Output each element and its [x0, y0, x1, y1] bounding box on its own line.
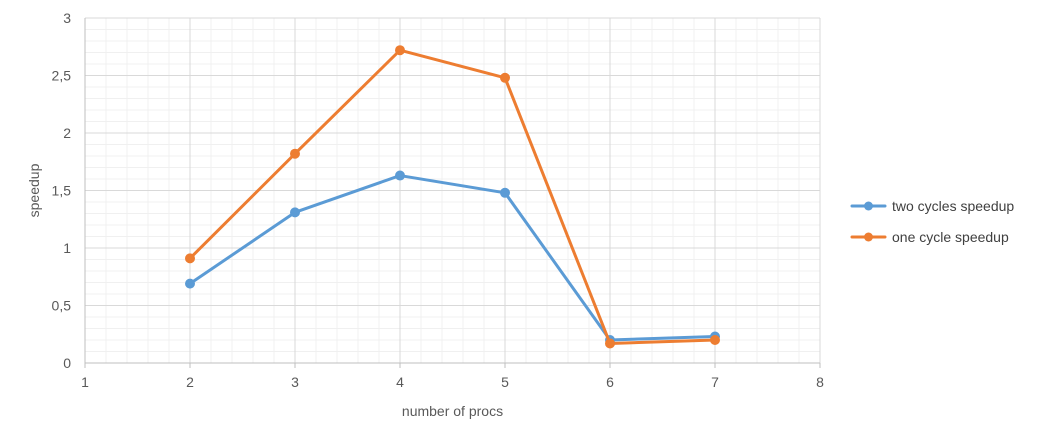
y-tick-label: 0: [63, 355, 71, 371]
x-tick-label: 8: [816, 374, 824, 390]
data-point: [290, 207, 300, 218]
axes: [84, 18, 820, 364]
series-0: [185, 170, 720, 345]
data-point: [500, 187, 510, 198]
data-point: [290, 148, 300, 159]
y-tick-label: 2: [63, 125, 71, 141]
x-axis-title: number of procs: [402, 403, 503, 419]
data-point: [395, 45, 405, 56]
y-tick-label: 3: [63, 10, 71, 26]
data-point: [395, 170, 405, 181]
x-tick-label: 4: [396, 374, 404, 390]
major-grid: [85, 17, 821, 363]
series-1: [185, 45, 720, 349]
data-point: [710, 335, 720, 345]
y-axis-ticks: 0 0,5 1 1,5 2 2,5 3: [52, 10, 72, 371]
x-tick-label: 3: [291, 374, 299, 390]
y-tick-label: 0,5: [52, 298, 72, 314]
legend: two cycles speedup one cycle speedup: [850, 198, 1014, 245]
series-line: [188, 48, 717, 345]
y-tick-label: 1,5: [52, 183, 72, 199]
legend-marker: [864, 201, 873, 211]
series-group: [185, 45, 720, 349]
legend-label: one cycle speedup: [892, 229, 1009, 245]
x-tick-label: 5: [501, 374, 509, 390]
x-axis-ticks: 1 2 3 4 5 6 7 8: [81, 363, 824, 390]
y-axis-title: speedup: [26, 163, 42, 217]
x-tick-label: 2: [186, 374, 194, 390]
legend-item: one cycle speedup: [850, 229, 1009, 245]
legend-label: two cycles speedup: [892, 198, 1014, 214]
legend-marker: [864, 232, 873, 242]
data-point: [185, 278, 195, 289]
x-tick-label: 7: [711, 374, 719, 390]
data-point: [605, 338, 615, 349]
data-point: [185, 253, 195, 264]
legend-item: two cycles speedup: [850, 198, 1014, 214]
data-point: [500, 72, 510, 83]
y-tick-label: 2,5: [52, 68, 72, 84]
x-tick-label: 1: [81, 374, 89, 390]
y-tick-label: 1: [63, 240, 71, 256]
series-line: [188, 174, 717, 342]
x-tick-label: 6: [606, 374, 614, 390]
